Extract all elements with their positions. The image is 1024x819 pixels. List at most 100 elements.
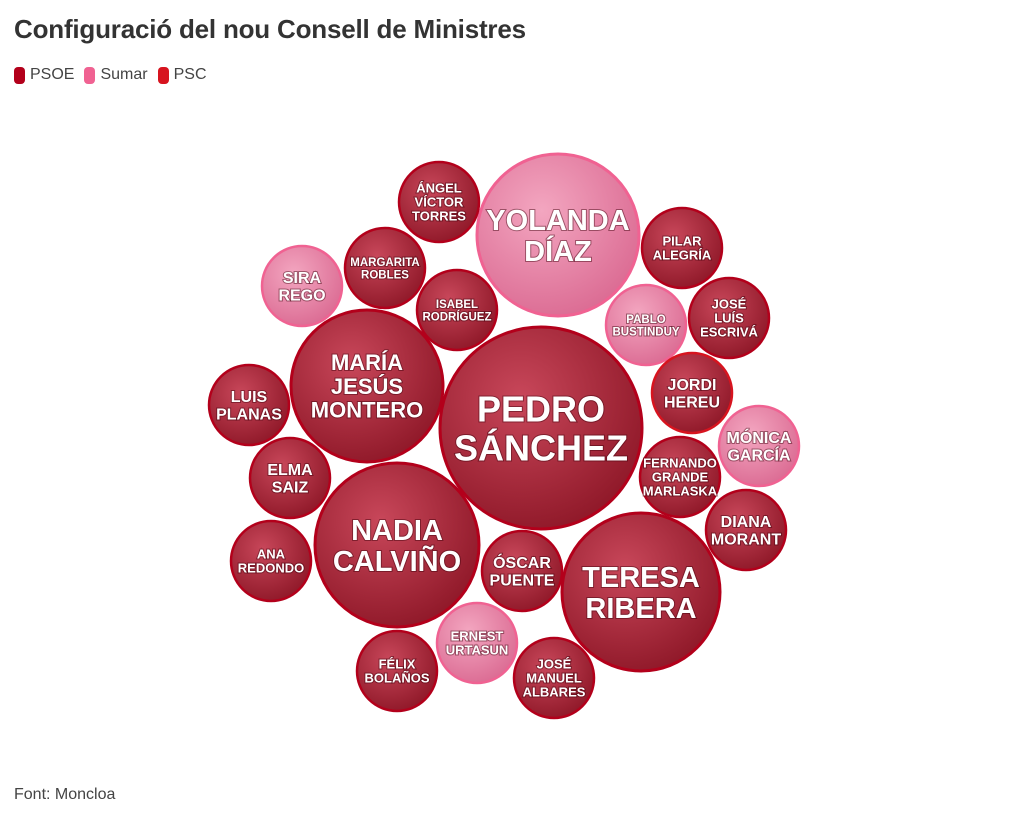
bubble-pablo-bustinduy[interactable]: PABLO BUSTINDUY (604, 283, 688, 367)
bubble-sira-rego[interactable]: SIRA REGO (260, 244, 344, 328)
bubble-felix-bolanos[interactable]: FÉLIX BOLAÑOS (355, 629, 439, 713)
bubble-oscar-puente[interactable]: ÓSCAR PUENTE (480, 529, 564, 613)
bubble-label-line: SAIZ (272, 479, 309, 496)
bubble-label: LUIS PLANAS (216, 389, 282, 423)
bubble-circle (650, 351, 734, 435)
bubble-label: FÉLIX BOLAÑOS (365, 657, 430, 686)
bubble-label: NADIA CALVIÑO (333, 515, 461, 578)
bubble-label-line: MARÍA (331, 350, 403, 375)
legend-item-psoe[interactable]: PSOE (14, 66, 74, 84)
bubble-angel-victor-torres[interactable]: ÁNGEL VÍCTOR TORRES (397, 160, 481, 244)
bubble-jose-manuel-albares[interactable]: JOSÉ MANUEL ALBARES (512, 636, 596, 720)
bubble-label-line: ÁNGEL (416, 181, 462, 196)
bubble-circle (229, 519, 313, 603)
bubble-circle (475, 152, 641, 318)
bubble-label-line: MORANT (711, 531, 781, 548)
bubble-label-line: PLANAS (216, 406, 282, 423)
bubble-label-line: BOLAÑOS (365, 671, 430, 686)
bubble-label-line: SÁNCHEZ (454, 427, 628, 468)
bubble-jose-luis-escriva[interactable]: JOSÉ LUÍS ESCRIVÁ (687, 276, 771, 360)
bubble-monica-garcia[interactable]: MÓNICA GARCÍA (717, 404, 801, 488)
bubble-diana-morant[interactable]: DIANA MORANT (704, 488, 788, 572)
bubble-label: SIRA REGO (278, 270, 325, 304)
bubble-label-line: CALVIÑO (333, 544, 461, 578)
bubble-label: JOSÉ MANUEL ALBARES (523, 657, 586, 700)
bubble-label: JOSÉ LUÍS ESCRIVÁ (700, 297, 758, 340)
bubble-label: JORDI HEREU (664, 377, 720, 411)
bubble-pedro-sanchez[interactable]: PEDRO SÁNCHEZ (438, 325, 644, 531)
bubble-circle (638, 435, 722, 519)
bubble-label-line: ANA (257, 547, 286, 562)
bubble-label-line: TERESA (582, 562, 700, 594)
bubble-label-line: JOSÉ (537, 657, 572, 672)
bubble-label-line: DIANA (721, 514, 772, 531)
bubble-label-line: MONTERO (311, 398, 423, 423)
bubble-label: DIANA MORANT (711, 514, 781, 548)
bubble-nadia-calvino[interactable]: NADIA CALVIÑO (313, 461, 481, 629)
bubble-label: ANA REDONDO (238, 547, 304, 576)
bubble-label-line: ALEGRÍA (653, 248, 712, 263)
bubble-label: TERESA RIBERA (582, 562, 700, 625)
bubble-circle (415, 268, 499, 352)
bubble-label: ELMA SAIZ (267, 462, 313, 496)
bubble-label-line: PABLO (626, 314, 665, 326)
bubble-jordi-hereu[interactable]: JORDI HEREU (650, 351, 734, 435)
bubble-label-line: RIBERA (585, 593, 696, 625)
bubble-label: MARGARITA ROBLES (350, 257, 419, 281)
bubble-label-line: GARCÍA (727, 445, 791, 464)
bubble-circle (248, 436, 332, 520)
bubble-circle (640, 206, 724, 290)
bubble-elma-saiz[interactable]: ELMA SAIZ (248, 436, 332, 520)
bubble-label-line: URTASUN (446, 643, 509, 658)
bubble-circle (717, 404, 801, 488)
legend-item-sumar[interactable]: Sumar (84, 66, 148, 84)
bubble-yolanda-diaz[interactable]: YOLANDA DÍAZ (475, 152, 641, 318)
bubble-circle (480, 529, 564, 613)
bubble-circle (560, 511, 722, 673)
bubble-label-line: YOLANDA (486, 205, 629, 237)
bubble-label: ISABEL RODRÍGUEZ (423, 299, 492, 323)
bubble-label-line: VÍCTOR (415, 195, 464, 210)
bubble-label-line: HEREU (664, 394, 720, 411)
bubble-maria-jesus-montero[interactable]: MARÍA JESÚS MONTERO (289, 308, 445, 464)
bubble-luis-planas[interactable]: LUIS PLANAS (207, 363, 291, 447)
bubble-label: ÁNGEL VÍCTOR TORRES (412, 181, 466, 224)
bubble-circle (438, 325, 644, 531)
bubble-circle (687, 276, 771, 360)
bubble-label: ÓSCAR PUENTE (490, 553, 555, 589)
bubble-fernando-grande-marlaska[interactable]: FERNANDO GRANDE MARLASKA (638, 435, 722, 519)
bubble-label-line: LUIS (231, 389, 268, 406)
bubble-isabel-rodriguez[interactable]: ISABEL RODRÍGUEZ (415, 268, 499, 352)
bubble-label-line: PILAR (663, 234, 703, 249)
bubble-ana-redondo[interactable]: ANA REDONDO (229, 519, 313, 603)
bubble-label-line: PUENTE (490, 572, 555, 589)
bubble-label-line: JOSÉ (712, 297, 747, 312)
bubble-label-line: ÓSCAR (493, 553, 551, 572)
bubble-circle (260, 244, 344, 328)
bubble-circle (289, 308, 445, 464)
bubble-label: PEDRO SÁNCHEZ (454, 389, 628, 469)
bubble-label-line: ERNEST (451, 629, 504, 644)
bubble-circle (512, 636, 596, 720)
bubble-label-line: MANUEL (526, 671, 582, 686)
bubble-label-line: REGO (278, 287, 325, 304)
bubble-label: MARÍA JESÚS MONTERO (311, 350, 423, 423)
bubble-circle (355, 629, 439, 713)
bubble-label-line: MÓNICA (727, 428, 792, 447)
bubble-label-line: ELMA (267, 462, 313, 479)
legend-label-psoe: PSOE (30, 66, 75, 83)
bubble-margarita-robles[interactable]: MARGARITA ROBLES (343, 226, 427, 310)
bubble-circle (207, 363, 291, 447)
bubble-label-line: FÉLIX (379, 657, 416, 672)
legend-swatch-psc (157, 66, 169, 84)
bubble-teresa-ribera[interactable]: TERESA RIBERA (560, 511, 722, 673)
legend-item-psc[interactable]: PSC (157, 66, 207, 84)
bubble-label-line: DÍAZ (524, 234, 592, 268)
bubble-circle (397, 160, 481, 244)
legend-swatch-psoe (14, 66, 25, 84)
legend: PSOE Sumar PSC (14, 66, 207, 84)
bubble-ernest-urtasun[interactable]: ERNEST URTASUN (435, 601, 519, 685)
bubble-label-line: RODRÍGUEZ (423, 310, 492, 323)
bubble-pilar-alegria[interactable]: PILAR ALEGRÍA (640, 206, 724, 290)
